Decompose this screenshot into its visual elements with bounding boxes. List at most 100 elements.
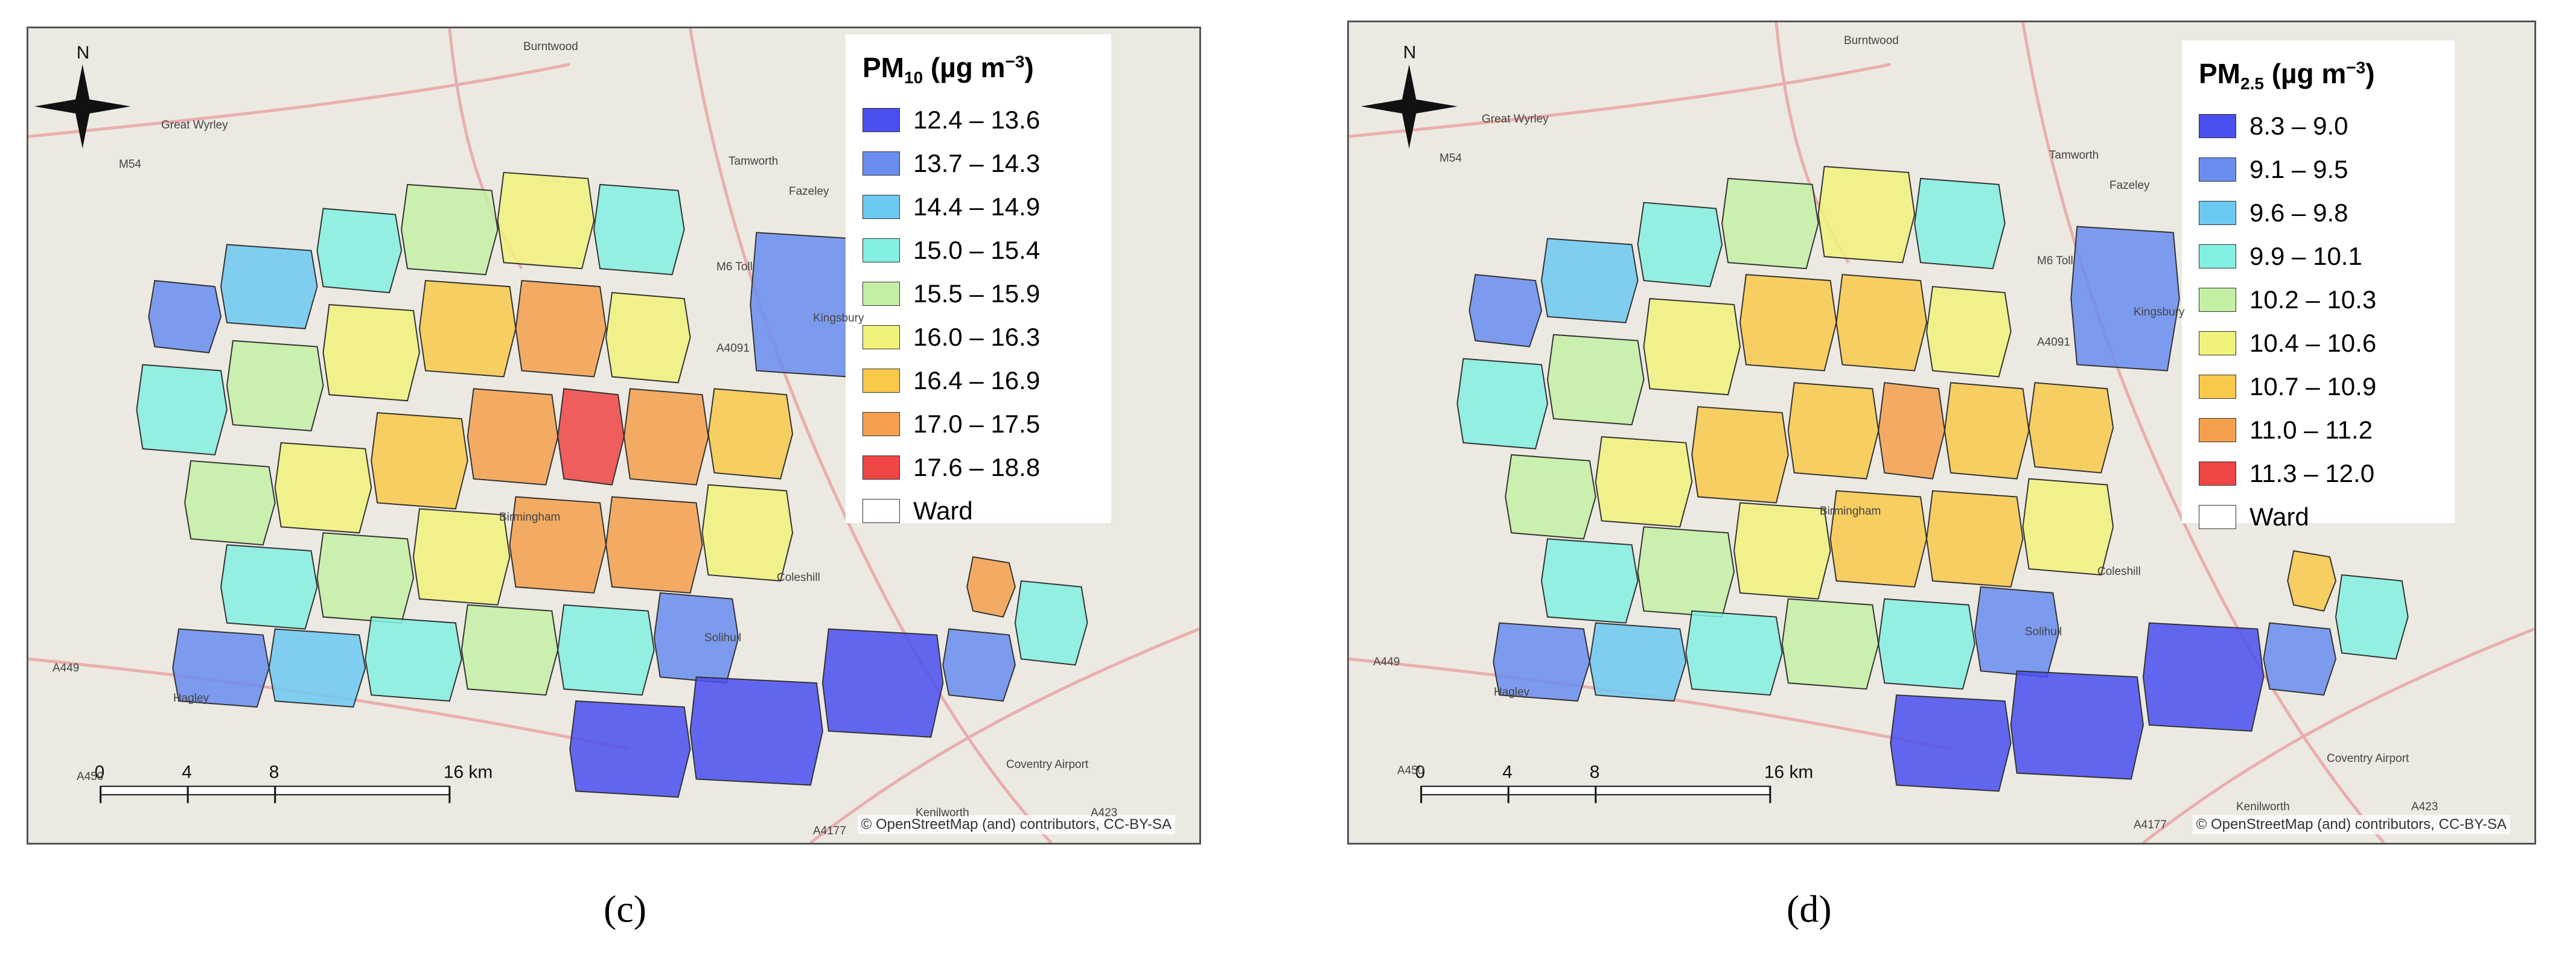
- scale-label-8: 8: [269, 762, 279, 782]
- ward-polygon: [750, 232, 859, 378]
- ward-polygon: [1541, 238, 1639, 323]
- legend-swatch: [862, 238, 900, 263]
- scale-bar: 0 4 8 16 km: [1415, 762, 1813, 804]
- place-label: Tamworth: [2049, 149, 2099, 162]
- legend-item: 15.0 – 15.4: [862, 229, 1095, 272]
- legend-swatch: [862, 151, 900, 176]
- ward-polygon: [220, 544, 318, 630]
- ward-polygon: [689, 676, 823, 786]
- place-label: Hagley: [1494, 686, 1530, 699]
- scale-label-0: 0: [95, 762, 105, 782]
- north-label: N: [77, 43, 90, 63]
- legend: PM2.5 (µg m−3) 8.3 – 9.0 9.1 – 9.5 9.6 – 9…: [2182, 40, 2455, 531]
- legend-swatch: [2199, 375, 2236, 399]
- ward-polygon: [1691, 406, 1789, 504]
- ward-polygon: [2028, 382, 2114, 474]
- ward-polygon: [274, 442, 372, 534]
- ward-polygon: [942, 628, 1016, 702]
- panel-label-d: (d): [1787, 887, 1832, 930]
- ward-polygon: [401, 183, 499, 276]
- ward-polygon: [1456, 358, 1549, 449]
- ward-polygon: [226, 340, 324, 432]
- ward-polygon: [966, 556, 1016, 618]
- ward-polygon: [316, 532, 415, 624]
- ward-polygon: [623, 388, 709, 486]
- scale-label-16: 16 km: [444, 762, 493, 782]
- ward-polygon: [1468, 274, 1543, 347]
- legend-swatch: [2199, 201, 2236, 226]
- legend-item: 11.0 – 11.2: [2199, 408, 2439, 452]
- legend-item: 17.6 – 18.8: [862, 446, 1095, 489]
- place-label: Kenilworth: [916, 807, 969, 819]
- legend-label: 10.4 – 10.6: [2249, 329, 2377, 358]
- legend-item: 10.2 – 10.3: [2199, 278, 2439, 322]
- legend-item: 16.0 – 16.3: [862, 316, 1095, 359]
- place-label: A423: [2411, 801, 2438, 813]
- ward-polygon: [821, 628, 944, 738]
- scale-bar: 0 4 8 16 km: [95, 762, 493, 804]
- ward-polygon: [322, 303, 421, 402]
- legend-item: 12.4 – 13.6: [862, 98, 1095, 142]
- legend: PM10 (µg m−3) 12.4 – 13.6 13.7 – 14.3 14.4…: [846, 34, 1111, 525]
- ward-polygon: [593, 183, 685, 276]
- legend-label: 13.7 – 14.3: [913, 149, 1041, 178]
- ward-regions: [136, 171, 1088, 798]
- ward-polygon: [1781, 598, 1879, 690]
- scale-label-8: 8: [1590, 762, 1600, 782]
- legend-swatch: [2199, 331, 2236, 356]
- legend-label-ward: Ward: [913, 496, 973, 525]
- ward-polygon: [1546, 334, 1645, 426]
- ward-polygon: [509, 496, 607, 594]
- map-panel-pm25: N 0 4 8 16 km PM2.5 (µg m−3) 8.3 – 9.0 9.…: [1347, 21, 2536, 845]
- legend-item: 11.3 – 12.0: [2199, 452, 2439, 495]
- place-label: A449: [53, 662, 80, 674]
- ward-regions: [1456, 165, 2409, 792]
- ward-polygon: [1787, 382, 1879, 480]
- legend-swatch: [862, 195, 900, 220]
- ward-polygon: [461, 604, 559, 696]
- ward-polygon: [1943, 382, 2030, 480]
- legend-label: 17.0 – 17.5: [913, 410, 1041, 439]
- place-label: Fazeley: [789, 185, 829, 198]
- scale-label-4: 4: [1502, 762, 1513, 782]
- ward-polygon: [605, 496, 703, 594]
- place-label: M6 Toll: [716, 261, 753, 273]
- north-arrow: [1360, 64, 1458, 149]
- legend-item-ward: Ward: [2199, 495, 2439, 539]
- place-label: Kenilworth: [2236, 801, 2290, 813]
- ward-polygon: [365, 616, 462, 702]
- ward-polygon: [569, 700, 691, 798]
- place-label: Coleshill: [2097, 565, 2141, 578]
- north-arrow: [34, 64, 131, 149]
- place-label: Great Wyrley: [1482, 113, 1549, 125]
- ward-polygon: [557, 604, 655, 696]
- place-label: Birmingham: [499, 511, 561, 524]
- ward-polygon: [1637, 526, 1735, 618]
- ward-polygon: [1721, 177, 1819, 270]
- legend-item: 10.7 – 10.9: [2199, 365, 2439, 408]
- place-label: Coleshill: [777, 571, 820, 584]
- legend-label: 16.4 – 16.9: [913, 366, 1041, 395]
- legend-label: 15.0 – 15.4: [913, 236, 1041, 265]
- ward-polygon: [2263, 622, 2337, 696]
- legend-label: 12.4 – 13.6: [913, 106, 1041, 135]
- scale-label-16: 16 km: [1764, 762, 1813, 782]
- legend-swatch: [862, 369, 900, 393]
- scale-label-4: 4: [182, 762, 192, 782]
- legend-label: 10.7 – 10.9: [2249, 372, 2377, 401]
- legend-label: 11.3 – 12.0: [2249, 459, 2375, 488]
- ward-polygon: [1637, 201, 1723, 288]
- legend-swatch: [862, 325, 900, 350]
- map-credit: © OpenStreetMap (and) contributors, CC-B…: [2192, 815, 2510, 834]
- north-label: N: [1403, 43, 1417, 63]
- ward-polygon: [136, 364, 228, 455]
- place-label: Solihull: [2025, 626, 2062, 638]
- ward-polygon: [316, 208, 403, 294]
- place-label: A4091: [716, 342, 750, 355]
- legend-item: 15.5 – 15.9: [862, 272, 1095, 316]
- ward-polygon: [1829, 490, 1928, 588]
- ward-polygon: [371, 412, 468, 510]
- ward-polygon: [148, 280, 222, 354]
- place-label: Tamworth: [728, 155, 779, 168]
- place-label: Hagley: [173, 692, 209, 705]
